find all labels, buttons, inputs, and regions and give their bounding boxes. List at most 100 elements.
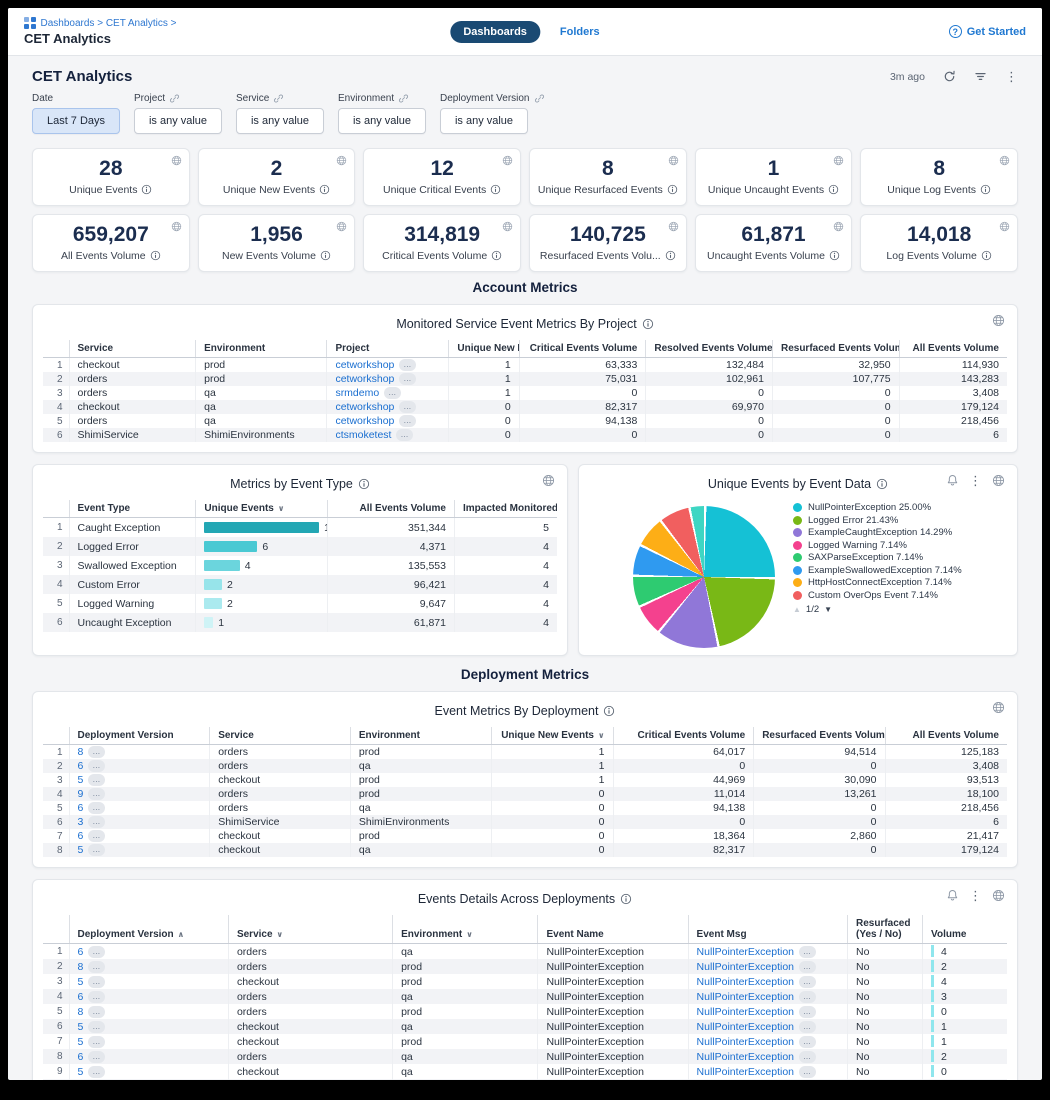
info-icon[interactable]: [665, 250, 676, 261]
deployment-version-link[interactable]: 6: [77, 802, 84, 814]
more-badge[interactable]: …: [399, 415, 417, 427]
legend-item[interactable]: NullPointerException 25.00%: [793, 502, 971, 514]
table-row[interactable]: 7 6… checkout prod 0 18,364 2,860 21,417: [43, 829, 1007, 843]
column-header-deployment-version[interactable]: Deployment Version ∧: [68, 915, 229, 944]
more-badge[interactable]: …: [88, 774, 106, 786]
info-icon[interactable]: [667, 184, 678, 195]
column-header-critical-events-volume[interactable]: Critical Events Volume: [612, 727, 754, 745]
filter-icon[interactable]: [974, 70, 987, 83]
more-badge[interactable]: …: [88, 960, 106, 973]
table-row[interactable]: 8 5… checkout qa 0 82,317 0 179,124: [43, 843, 1007, 857]
globe-icon[interactable]: [992, 701, 1005, 714]
info-icon[interactable]: [490, 184, 501, 195]
table-row[interactable]: 2 orders prod cetworkshop … 1 75,031 102,961 107…: [43, 372, 1007, 386]
column-header-service[interactable]: Service ∨: [227, 915, 393, 944]
breadcrumb[interactable]: Dashboards > CET Analytics >: [24, 17, 177, 29]
table-row[interactable]: 3 5… checkout prod NullPointerException NullP…: [43, 974, 1007, 989]
table-row[interactable]: 1 checkout prod cetworkshop… 1 63,333 132,484 3…: [43, 357, 1007, 372]
table-row[interactable]: 5 orders qa cetworkshop… 0 94,138 0 0 218,456: [43, 414, 1007, 428]
deployment-version-link[interactable]: 5: [77, 1035, 84, 1048]
globe-icon[interactable]: [999, 221, 1010, 232]
table-row[interactable]: 4 9… orders prod 0 11,014 13,261 18,100: [43, 787, 1007, 801]
deployment-version-link[interactable]: 5: [77, 844, 84, 856]
column-header-all-events-volume[interactable]: All Events Volume: [884, 727, 1007, 745]
info-icon[interactable]: [828, 184, 839, 195]
more-badge[interactable]: …: [88, 760, 106, 772]
table-row[interactable]: 4 6… orders qa NullPointerException NullPoint…: [43, 989, 1007, 1004]
info-icon[interactable]: [320, 250, 331, 261]
column-header-service[interactable]: Service: [209, 727, 351, 745]
column-header-deployment-version[interactable]: Deployment Version: [68, 727, 210, 745]
more-badge[interactable]: …: [799, 1035, 817, 1048]
column-header-event-name[interactable]: Event Name: [537, 915, 689, 944]
table-row[interactable]: 6 ShimiService ShimiEnvironments ctsmoketes…: [43, 428, 1007, 442]
filter-value-date[interactable]: Last 7 Days: [32, 108, 120, 134]
globe-icon[interactable]: [668, 221, 679, 232]
table-row[interactable]: 2 8… orders prod NullPointerException NullPoi…: [43, 959, 1007, 974]
more-badge[interactable]: …: [88, 945, 106, 958]
info-icon[interactable]: [150, 250, 161, 261]
project-link[interactable]: cetworkshop: [335, 359, 395, 371]
column-header-critical-events-volume[interactable]: Critical Events Volume: [518, 340, 646, 358]
table-row[interactable]: 4 Custom Error 2 96,421 4: [43, 575, 557, 594]
more-badge[interactable]: …: [88, 1065, 106, 1078]
more-badge[interactable]: …: [799, 990, 817, 1003]
filter-value-service[interactable]: is any value: [236, 108, 324, 134]
more-badge[interactable]: …: [88, 1050, 106, 1063]
deployment-version-link[interactable]: 3: [77, 816, 84, 828]
more-badge[interactable]: …: [396, 429, 414, 441]
column-header-unique-new-events[interactable]: Unique New Events ∨: [490, 727, 613, 745]
info-icon[interactable]: [319, 184, 330, 195]
table-row[interactable]: 3 orders qa srmdemo… 1 0 0 0 3,408: [43, 386, 1007, 400]
column-header-resolved-events-volume[interactable]: Resolved Events Volume: [645, 340, 773, 358]
column-header-environment[interactable]: Environment: [195, 340, 327, 358]
legend-item[interactable]: Logged Error 21.43%: [793, 515, 971, 527]
get-started-link[interactable]: ? Get Started: [948, 25, 1026, 38]
more-badge[interactable]: …: [88, 830, 106, 842]
deployment-version-link[interactable]: 8: [77, 1005, 84, 1018]
table-row[interactable]: 1 8… orders prod 1 64,017 94,514 125,183: [43, 744, 1007, 759]
info-icon[interactable]: [620, 893, 632, 905]
more-badge[interactable]: …: [88, 1005, 106, 1018]
info-icon[interactable]: [980, 184, 991, 195]
table-row[interactable]: 3 Swallowed Exception 4 135,553 4: [43, 556, 557, 575]
legend-item[interactable]: ExampleCaughtException 14.29%: [793, 527, 971, 539]
kebab-menu-icon[interactable]: ⋮: [1005, 69, 1018, 84]
info-icon[interactable]: [981, 250, 992, 261]
column-header-environment[interactable]: Environment: [349, 727, 492, 745]
legend-page-up-icon[interactable]: ▲: [793, 604, 801, 614]
more-badge[interactable]: …: [799, 1050, 817, 1063]
table-row[interactable]: 1 6… orders qa NullPointerException NullPoint…: [43, 943, 1007, 959]
info-icon[interactable]: [642, 318, 654, 330]
more-badge[interactable]: …: [88, 788, 106, 800]
filter-value-deployment-version[interactable]: is any value: [440, 108, 528, 134]
filter-value-project[interactable]: is any value: [134, 108, 222, 134]
deployment-version-link[interactable]: 5: [77, 1065, 84, 1078]
globe-icon[interactable]: [833, 221, 844, 232]
pie-chart[interactable]: [633, 506, 775, 648]
deployment-version-link[interactable]: 5: [77, 975, 84, 988]
globe-icon[interactable]: [502, 155, 513, 166]
table-row[interactable]: 8 6… orders qa NullPointerException NullPoint…: [43, 1049, 1007, 1064]
refresh-icon[interactable]: [943, 70, 956, 83]
more-badge[interactable]: …: [399, 401, 417, 413]
table-row[interactable]: 6 3… ShimiService ShimiEnvironments 0 0 0 6: [43, 815, 1007, 829]
deployment-version-link[interactable]: 6: [77, 1050, 84, 1063]
table-row[interactable]: 5 8… orders prod NullPointerException NullPoi…: [43, 1004, 1007, 1019]
event-msg-link[interactable]: NullPointerException: [696, 1005, 795, 1018]
deployment-version-link[interactable]: 6: [77, 760, 84, 772]
project-link[interactable]: srmdemo: [335, 387, 380, 399]
event-msg-link[interactable]: NullPointerException: [696, 1035, 795, 1048]
event-msg-link[interactable]: NullPointerException: [696, 990, 795, 1003]
event-msg-link[interactable]: NullPointerException: [696, 960, 795, 973]
project-link[interactable]: cetworkshop: [335, 415, 395, 427]
info-icon[interactable]: [358, 478, 370, 490]
legend-item[interactable]: Logged Warning 7.14%: [793, 540, 971, 552]
event-msg-link[interactable]: NullPointerException: [696, 1065, 795, 1078]
column-header-resurfaced[interactable]: Resurfaced (Yes / No): [846, 915, 923, 944]
deployment-version-link[interactable]: 6: [77, 945, 84, 958]
globe-icon[interactable]: [336, 155, 347, 166]
more-badge[interactable]: …: [88, 1020, 106, 1033]
more-badge[interactable]: …: [88, 975, 106, 988]
globe-icon[interactable]: [833, 155, 844, 166]
